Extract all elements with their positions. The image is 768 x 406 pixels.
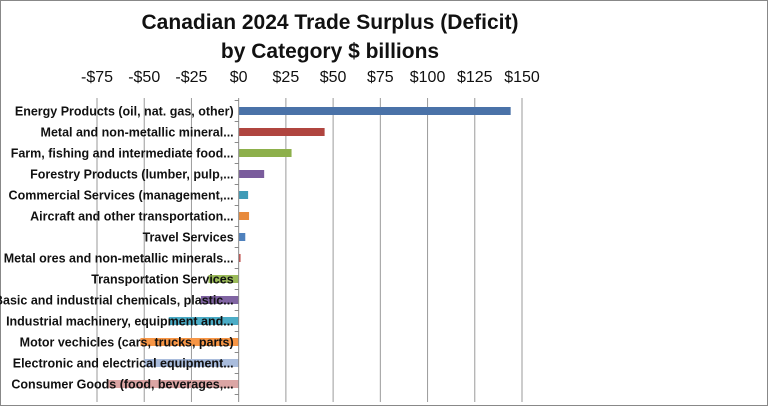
- bar: [238, 191, 249, 199]
- bar: [200, 296, 239, 304]
- bar: [238, 254, 241, 262]
- bar: [238, 128, 325, 136]
- category-label: Industrial machinery, equipment and...: [6, 315, 234, 329]
- x-tick-label: $25: [273, 69, 300, 86]
- title-line-1: Canadian 2024 Trade Surplus (Deficit): [141, 11, 519, 34]
- category-label: Motor vechicles (cars, trucks, parts): [20, 336, 234, 350]
- x-tick-label: $150: [504, 69, 540, 86]
- category-label: Forestry Products (lumber, pulp,...: [30, 168, 234, 182]
- bar: [168, 317, 239, 325]
- x-tick-label: $75: [367, 69, 394, 86]
- category-label: Energy Products (oil, nat. gas, other): [15, 105, 234, 119]
- bar: [238, 212, 250, 220]
- chart-title: Canadian 2024 Trade Surplus (Deficit) by…: [100, 8, 560, 66]
- x-tick-label: $0: [230, 69, 248, 86]
- category-label: Consumer Goods (food, beverages,...: [11, 378, 233, 392]
- x-tick-label: -$75: [81, 69, 113, 86]
- category-label: Metal ores and non-metallic minerals...: [4, 252, 234, 266]
- bar: [238, 149, 292, 157]
- x-tick-label: -$25: [175, 69, 207, 86]
- bar: [140, 338, 239, 346]
- category-label: Electronic and electrical equipment...: [13, 357, 234, 371]
- x-tick-label: $50: [320, 69, 347, 86]
- category-label: Aircraft and other transportation...: [30, 210, 234, 224]
- bar: [208, 275, 239, 283]
- bar: [238, 233, 246, 241]
- category-label: Metal and non-metallic mineral...: [41, 126, 234, 140]
- category-label: Transportation Services: [91, 273, 233, 287]
- bar: [238, 107, 511, 115]
- category-label: Farm, fishing and intermediate food...: [11, 147, 234, 161]
- category-label: Travel Services: [143, 231, 234, 245]
- category-label: Basic and industrial chemicals, plastic.…: [0, 294, 234, 308]
- x-tick-label: $125: [457, 69, 493, 86]
- bar: [108, 380, 239, 388]
- category-label: Commercial Services (management,...: [9, 189, 234, 203]
- x-tick-label: $100: [410, 69, 446, 86]
- bar: [144, 359, 239, 367]
- title-line-2: by Category $ billions: [220, 40, 440, 63]
- x-tick-label: -$50: [128, 69, 160, 86]
- bar: [238, 170, 265, 178]
